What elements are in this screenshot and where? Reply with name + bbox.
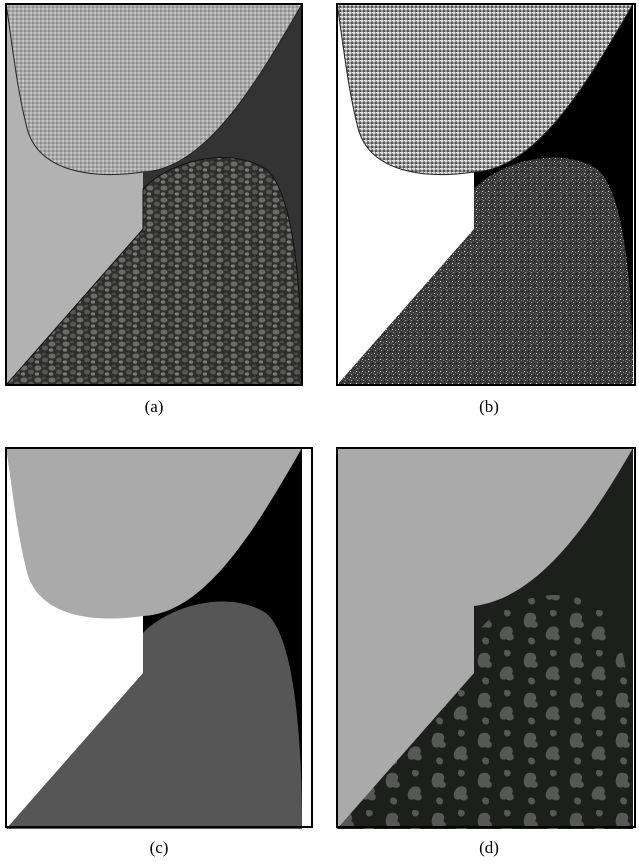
panel-d [337,448,633,829]
page: (a) (b) (c) (d) (() => { const data = JS… [0,0,639,861]
caption: (c) [150,838,169,857]
caption: (b) [479,397,499,416]
panel-b [337,4,633,385]
panel-c [6,448,302,829]
caption: (a) [145,397,164,416]
panel-a [6,4,302,385]
figure: (a) (b) (c) (d) [0,0,639,861]
caption: (d) [479,838,499,857]
